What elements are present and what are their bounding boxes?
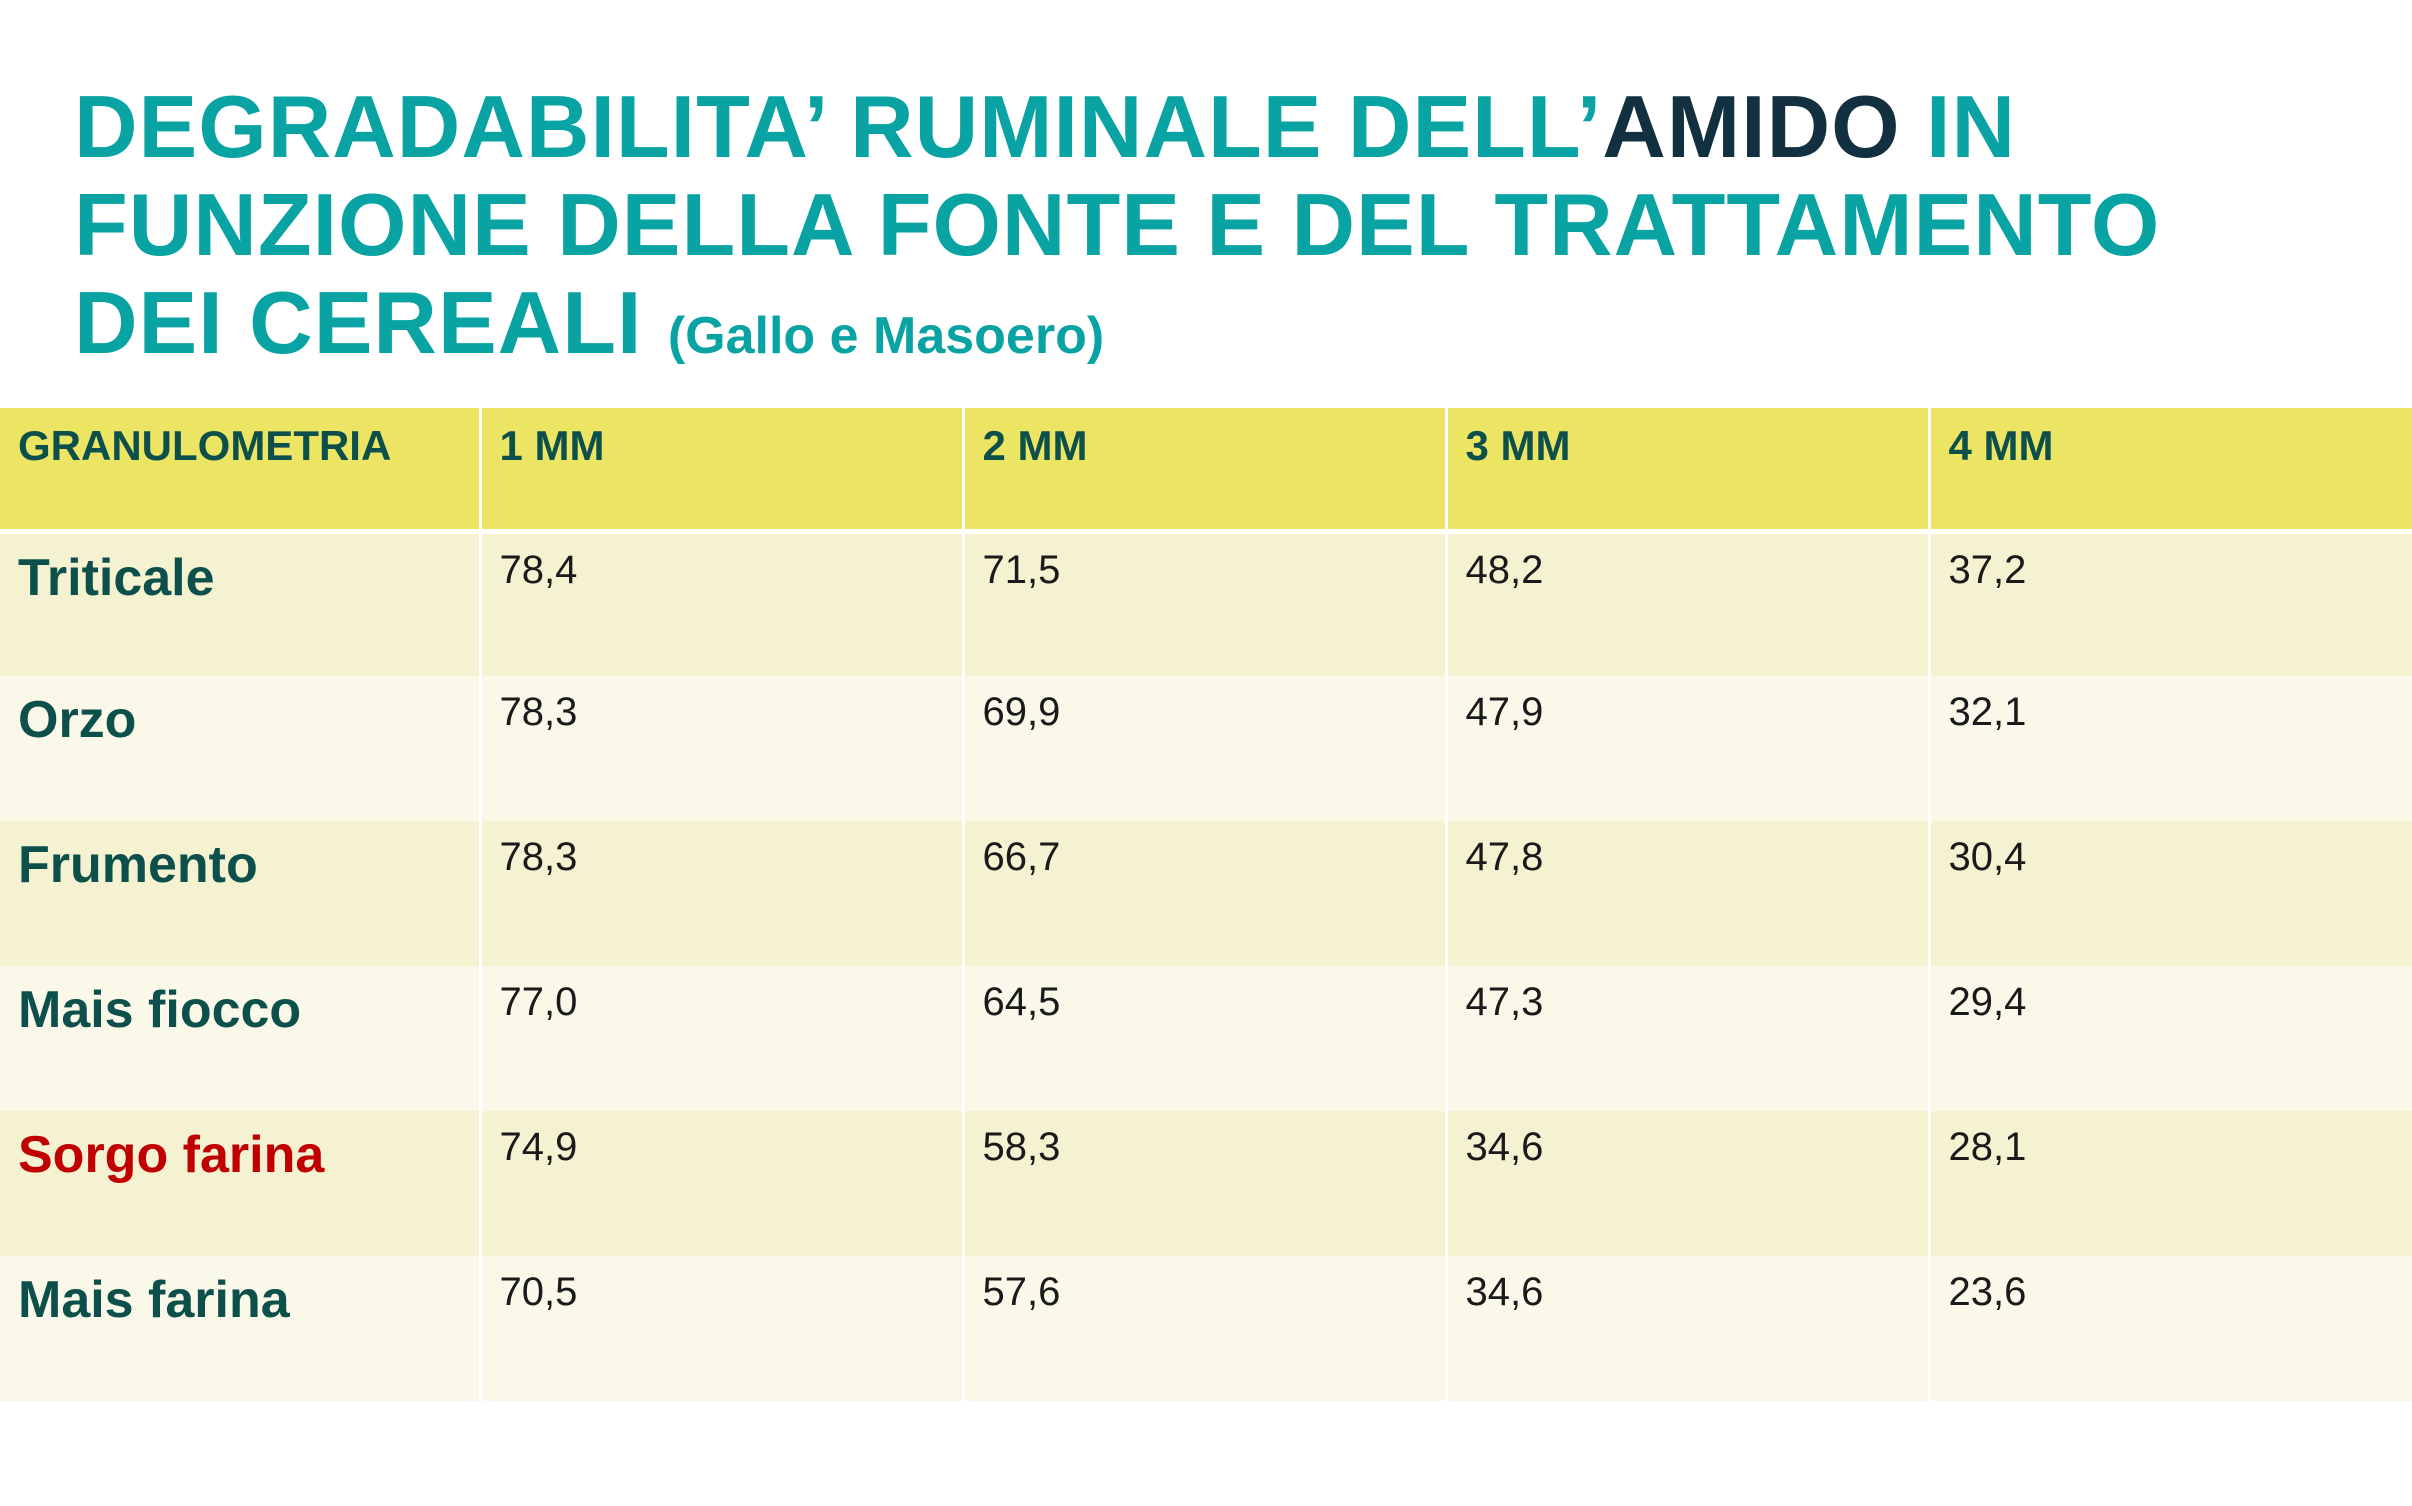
table-row: Frumento 78,3 66,7 47,8 30,4 — [0, 821, 2412, 966]
cell-value: 78,3 — [478, 821, 963, 966]
row-label: Triticale — [0, 528, 480, 676]
cell-value: 28,1 — [1927, 1111, 2412, 1256]
cell-value: 78,3 — [478, 676, 963, 821]
cell-value: 37,2 — [1927, 528, 2412, 676]
header-granulometria: GRANULOMETRIA — [18, 422, 392, 469]
cell-value: 64,5 — [961, 966, 1446, 1111]
page-title: DEGRADABILITA’ RUMINALE DELL’AMIDO IN FU… — [74, 78, 2274, 385]
cell-value: 69,9 — [961, 676, 1446, 821]
data-table: GRANULOMETRIA 1 MM 2 MM 3 MM 4 MM Tritic… — [0, 408, 2412, 1401]
title-source: (Gallo e Masoero) — [667, 307, 1105, 365]
title-highlight: AMIDO — [1602, 77, 1901, 176]
row-label: Orzo — [18, 691, 137, 749]
cell-value: 77,0 — [478, 966, 963, 1111]
cell-value: 30,4 — [1927, 821, 2412, 966]
table-row: Mais fiocco 77,0 64,5 47,3 29,4 — [0, 966, 2412, 1111]
title-part-1: DEGRADABILITA’ RUMINALE DELL’ — [74, 77, 1603, 176]
cell-value: 29,4 — [1927, 966, 2412, 1111]
header-2mm: 2 MM — [961, 408, 1446, 531]
cell-value: 74,9 — [478, 1111, 963, 1256]
header-1mm: 1 MM — [478, 408, 963, 531]
cell-value: 71,5 — [961, 528, 1446, 676]
cell-value: 23,6 — [1927, 1256, 2412, 1401]
table-row: Mais farina 70,5 57,6 34,6 23,6 — [0, 1256, 2412, 1401]
cell-value: 47,9 — [1444, 676, 1929, 821]
table-row: Orzo 78,3 69,9 47,9 32,1 — [0, 676, 2412, 821]
row-label: Sorgo farina — [18, 1126, 325, 1184]
cell-value: 47,3 — [1444, 966, 1929, 1111]
row-label: Mais farina — [18, 1271, 290, 1329]
cell-value: 32,1 — [1927, 676, 2412, 821]
title-part-2: IN FUNZIONE DELLA FONTE E DEL TRATTAMENT… — [74, 77, 2161, 372]
table-row: Sorgo farina 74,9 58,3 34,6 28,1 — [0, 1111, 2412, 1256]
row-label: Mais fiocco — [18, 981, 302, 1039]
cell-value: 66,7 — [961, 821, 1446, 966]
cell-value: 48,2 — [1444, 528, 1929, 676]
cell-value: 47,8 — [1444, 821, 1929, 966]
cell-value: 70,5 — [478, 1256, 963, 1401]
header-3mm: 3 MM — [1444, 408, 1929, 531]
cell-value: 34,6 — [1444, 1111, 1929, 1256]
header-4mm: 4 MM — [1927, 408, 2412, 531]
table-header-row: GRANULOMETRIA 1 MM 2 MM 3 MM 4 MM — [0, 408, 2412, 531]
cell-value: 34,6 — [1444, 1256, 1929, 1401]
cell-value: 58,3 — [961, 1111, 1446, 1256]
table-row: Triticale 78,4 71,5 48,2 37,2 — [0, 528, 2412, 676]
cell-value: 78,4 — [478, 528, 963, 676]
row-label: Frumento — [18, 836, 258, 894]
cell-value: 57,6 — [961, 1256, 1446, 1401]
